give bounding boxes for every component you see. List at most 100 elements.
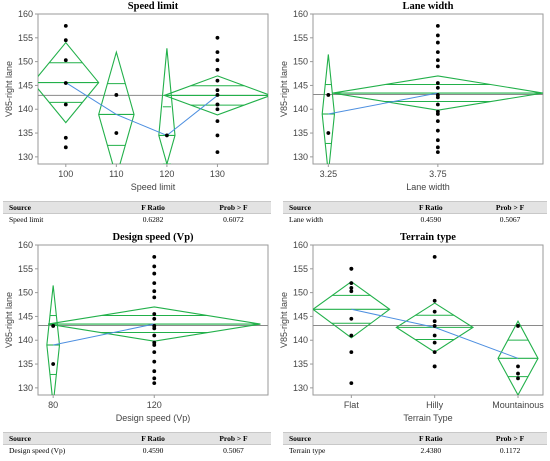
source-value: Speed limit xyxy=(9,215,44,224)
chart-panel-speed-limit: Speed limit 130 135 140 145 150 155 160 V85-righ… xyxy=(0,0,275,230)
data-point xyxy=(435,40,440,45)
data-point xyxy=(165,133,169,138)
y-tick-label: 130 xyxy=(18,383,33,393)
y-tick-label: 135 xyxy=(18,128,33,138)
data-point xyxy=(152,333,157,338)
data-point xyxy=(349,333,354,338)
chart-title: Speed limit xyxy=(128,1,179,12)
data-point xyxy=(152,271,157,276)
chart-title: Terrain type xyxy=(400,232,456,243)
data-point xyxy=(215,35,220,40)
data-point xyxy=(349,266,354,271)
y-tick-label: 150 xyxy=(18,57,33,67)
source-header: Source xyxy=(283,201,389,214)
prob-value: 0.5067 xyxy=(223,446,244,455)
data-point xyxy=(432,298,437,303)
x-tick-label: 3.75 xyxy=(429,169,447,179)
data-point xyxy=(215,93,220,97)
chart-panel-terrain-type: Terrain type 130 135 140 145 150 155 160 V85-rig… xyxy=(275,231,550,461)
y-tick-label: 155 xyxy=(18,33,33,43)
anova-data-row: Terrain type 2.4380 0.1172 xyxy=(283,445,547,457)
source-header: Source xyxy=(3,201,111,214)
data-point xyxy=(326,131,331,135)
data-point xyxy=(63,81,68,85)
y-tick-label: 160 xyxy=(293,240,308,250)
source-value: Terrain type xyxy=(289,446,326,455)
anova-header-row: Source F Ratio Prob > F xyxy=(283,201,547,214)
y-tick-label: 135 xyxy=(18,359,33,369)
plot-area xyxy=(313,24,543,164)
data-point xyxy=(152,312,157,316)
x-tick-label: 80 xyxy=(48,400,58,410)
anova-table-lane-width: Source F Ratio Prob > F Lane width 0.459… xyxy=(283,201,547,225)
y-axis-label: V85-right lane xyxy=(279,292,289,348)
anova-data-row: Lane width 0.4590 0.5067 xyxy=(283,214,547,226)
chart-panel-design-speed: Design speed (Vp) 130 135 140 145 150 155 160 V8… xyxy=(0,231,275,461)
source-header: Source xyxy=(283,432,389,445)
source-header: Source xyxy=(3,432,111,445)
y-tick-label: 150 xyxy=(18,288,33,298)
f-ratio-value: 0.6282 xyxy=(142,215,164,224)
y-tick-label: 140 xyxy=(293,104,308,114)
data-point xyxy=(349,316,354,321)
y-tick-label: 160 xyxy=(293,9,308,19)
data-point xyxy=(435,85,440,90)
data-point xyxy=(349,381,354,385)
y-tick-label: 155 xyxy=(18,264,33,274)
plot-frame xyxy=(312,13,544,165)
plot-area xyxy=(38,255,268,395)
data-point xyxy=(152,281,157,285)
y-tick-label: 145 xyxy=(18,311,33,321)
data-point xyxy=(215,119,220,124)
data-point xyxy=(63,102,68,107)
means-diamond xyxy=(162,75,268,116)
y-tick-label: 130 xyxy=(293,152,308,162)
data-point xyxy=(152,343,157,347)
data-point xyxy=(349,289,354,294)
data-point xyxy=(51,362,56,366)
chart-speed-limit: Speed limit 130 135 140 145 150 155 160 V85-righ… xyxy=(4,1,269,192)
anova-table-speed-limit: Source F Ratio Prob > F Speed limit 0.62… xyxy=(3,201,271,225)
data-point xyxy=(215,67,220,72)
y-tick-label: 155 xyxy=(293,264,308,274)
data-point xyxy=(114,93,119,97)
data-point xyxy=(63,38,68,43)
data-point xyxy=(63,145,68,150)
plot-area xyxy=(313,255,543,395)
y-axis-label: V85-right lane xyxy=(4,61,14,117)
prob-value: 0.1172 xyxy=(499,446,521,455)
data-point xyxy=(215,78,220,83)
means-diamond xyxy=(497,320,539,395)
x-tick-label: 120 xyxy=(159,169,174,179)
prob-header: Prob > F xyxy=(473,432,547,445)
chart-lane-width: Lane width 130 135 140 145 150 155 160 V85-right… xyxy=(279,1,544,192)
plot-frame xyxy=(312,244,544,396)
data-point xyxy=(152,350,157,355)
prob-header: Prob > F xyxy=(195,201,271,214)
x-tick-label: 3.25 xyxy=(320,169,338,179)
data-point xyxy=(435,102,440,107)
data-point xyxy=(516,376,520,381)
x-tick-label: 110 xyxy=(109,169,123,179)
f-ratio-header: F Ratio xyxy=(388,432,474,445)
data-point xyxy=(152,316,157,321)
data-point xyxy=(435,138,440,143)
means-diamond xyxy=(321,54,336,164)
x-axis-label: Lane width xyxy=(406,182,450,192)
data-point xyxy=(215,107,220,112)
data-point xyxy=(152,376,157,381)
y-axis-label: V85-right lane xyxy=(279,61,289,117)
y-tick-label: 150 xyxy=(293,57,308,67)
data-point xyxy=(349,350,354,355)
data-point xyxy=(435,24,440,28)
means-connect-line xyxy=(53,323,155,346)
x-axis-label: Design speed (Vp) xyxy=(116,413,191,423)
y-tick-label: 130 xyxy=(18,152,33,162)
anova-header-row: Source F Ratio Prob > F xyxy=(3,432,271,445)
data-point xyxy=(152,289,157,294)
anova-header-row: Source F Ratio Prob > F xyxy=(3,201,271,214)
data-point xyxy=(63,58,68,63)
chart-title: Design speed (Vp) xyxy=(112,232,194,243)
data-point xyxy=(435,145,440,150)
y-tick-label: 140 xyxy=(18,335,33,345)
